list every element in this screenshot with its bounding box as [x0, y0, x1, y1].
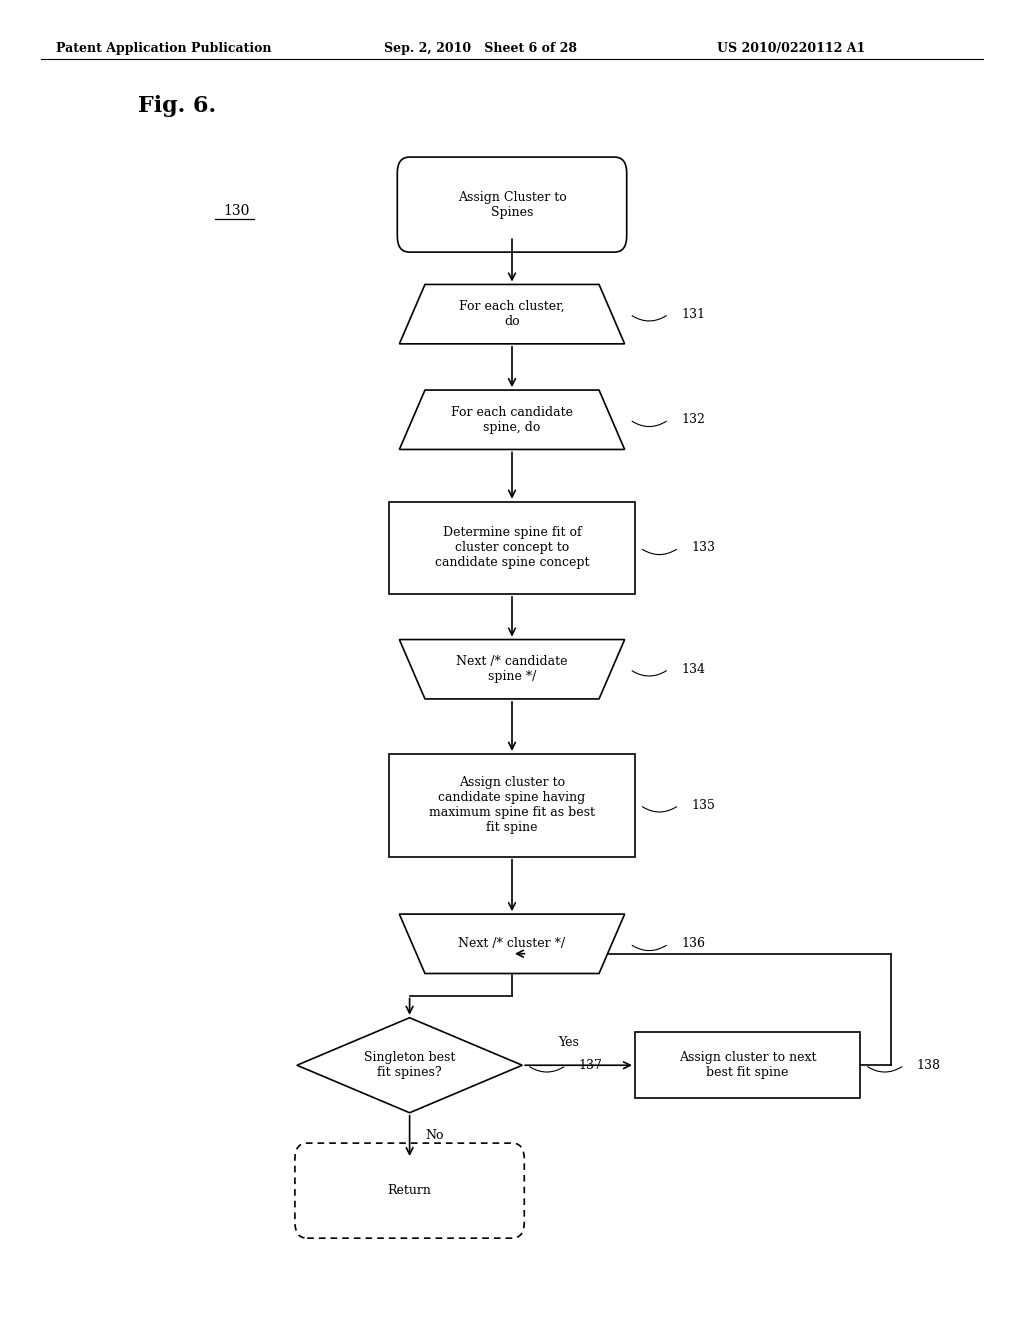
Text: Assign cluster to
candidate spine having
maximum spine fit as best
fit spine: Assign cluster to candidate spine having…: [429, 776, 595, 834]
Text: Assign cluster to next
best fit spine: Assign cluster to next best fit spine: [679, 1051, 816, 1080]
Text: 137: 137: [579, 1059, 602, 1072]
Polygon shape: [399, 391, 625, 449]
Text: Next /* candidate
spine */: Next /* candidate spine */: [457, 655, 567, 684]
Text: Return: Return: [388, 1184, 431, 1197]
Bar: [389, 754, 635, 857]
FancyBboxPatch shape: [397, 157, 627, 252]
Text: No: No: [425, 1130, 443, 1142]
Text: Singleton best
fit spines?: Singleton best fit spines?: [364, 1051, 456, 1080]
Text: 133: 133: [691, 541, 715, 554]
Polygon shape: [399, 640, 625, 700]
Polygon shape: [399, 913, 625, 974]
Text: 134: 134: [681, 663, 705, 676]
Text: 131: 131: [681, 308, 705, 321]
Polygon shape: [399, 285, 625, 343]
Text: Determine spine fit of
cluster concept to
candidate spine concept: Determine spine fit of cluster concept t…: [435, 527, 589, 569]
Text: Fig. 6.: Fig. 6.: [138, 95, 216, 116]
Text: For each candidate
spine, do: For each candidate spine, do: [451, 405, 573, 434]
Text: Next /* cluster */: Next /* cluster */: [459, 937, 565, 950]
Polygon shape: [297, 1018, 522, 1113]
Text: Assign Cluster to
Spines: Assign Cluster to Spines: [458, 190, 566, 219]
Bar: [389, 502, 635, 594]
Text: Sep. 2, 2010   Sheet 6 of 28: Sep. 2, 2010 Sheet 6 of 28: [384, 42, 577, 55]
Text: 132: 132: [681, 413, 705, 426]
Text: Yes: Yes: [558, 1036, 579, 1049]
Text: US 2010/0220112 A1: US 2010/0220112 A1: [717, 42, 865, 55]
Text: 138: 138: [916, 1059, 940, 1072]
Text: Patent Application Publication: Patent Application Publication: [56, 42, 271, 55]
FancyBboxPatch shape: [295, 1143, 524, 1238]
Text: For each cluster,
do: For each cluster, do: [459, 300, 565, 329]
Bar: [635, 1032, 860, 1098]
Text: 136: 136: [681, 937, 705, 950]
Text: 130: 130: [223, 205, 250, 218]
Text: 135: 135: [691, 799, 715, 812]
